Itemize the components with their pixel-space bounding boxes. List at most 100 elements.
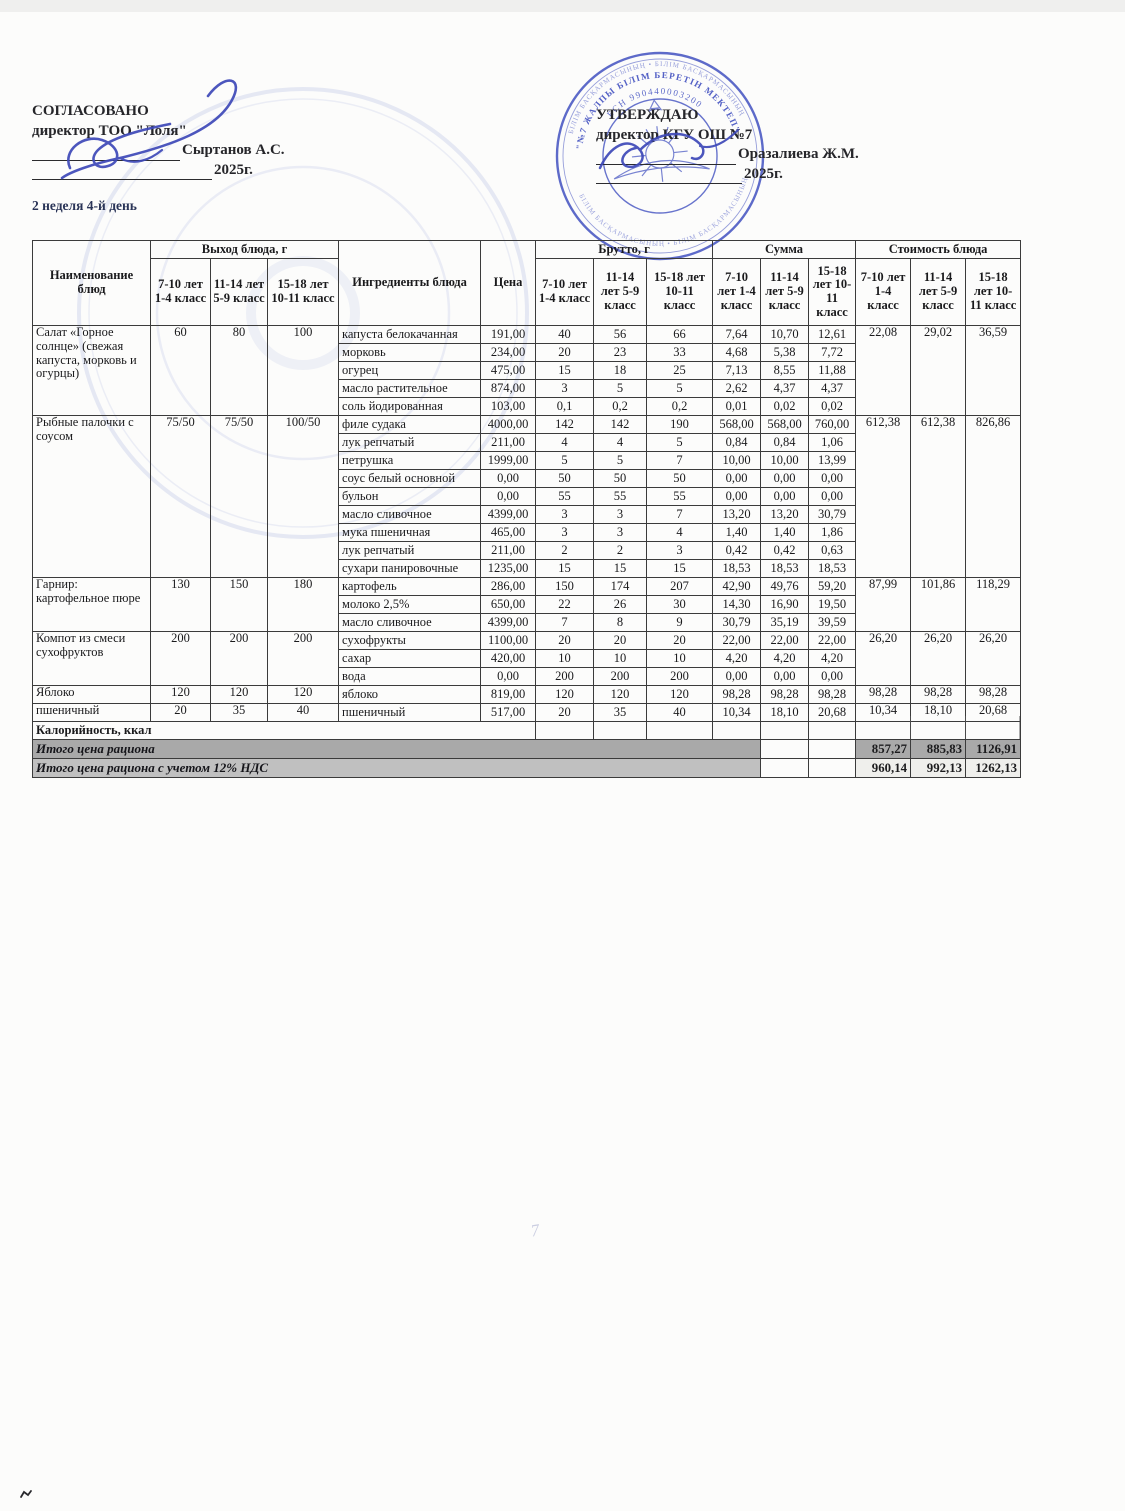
ingredient-value: 190 <box>646 415 714 434</box>
ingredient-row: масло сливочное 4399,00 7 8 9 30,79 35,19 39,59 <box>33 613 1021 632</box>
col-header-age-class: 7-10 лет 1-4 класс <box>535 258 595 326</box>
ingredient-value: 7 <box>646 451 714 470</box>
week-day-subtitle: 2 неделя 4-й день <box>32 198 137 213</box>
ingredient-value: 4399,00 <box>480 505 537 524</box>
ingredient-value: 0,00 <box>808 487 857 506</box>
ingredient-value: 174 <box>593 577 648 596</box>
approval-left-role: директор ТОО "Лоля" <box>32 122 187 139</box>
dish-cost-1: 612,38 <box>910 415 967 578</box>
ingredient-value: 55 <box>646 487 714 506</box>
dish-output-2: 180 <box>266 577 340 632</box>
total-empty-cell <box>760 739 809 759</box>
ingredient-value: 1999,00 <box>480 451 537 470</box>
dish-output-1: 150 <box>210 577 268 632</box>
ingredient-value: 13,20 <box>712 505 762 524</box>
ingredient-value: 0,02 <box>808 397 857 416</box>
ingredient-value: 35 <box>593 703 648 722</box>
ingredient-value: 42,90 <box>712 577 762 596</box>
ingredient-value: 33 <box>646 343 714 362</box>
ingredient-value: 5 <box>535 451 595 470</box>
ingredient-value: 7,72 <box>808 343 857 362</box>
ingredient-value: 0,00 <box>760 469 810 488</box>
ingredient-name: картофель <box>338 577 482 596</box>
ingredient-value: 0,42 <box>760 541 810 560</box>
ingredient-name: сухофрукты <box>338 631 482 650</box>
ingredient-value: 5 <box>593 379 648 398</box>
ingredient-value: 4399,00 <box>480 613 537 632</box>
ingredient-value: 5 <box>646 433 714 452</box>
ingredient-value: 819,00 <box>480 685 537 704</box>
col-header-age-class: 15-18 лет 10-11 класс <box>646 258 714 326</box>
ingredient-row: лук репчатый 211,00 2 2 3 0,42 0,42 0,63 <box>33 541 1021 560</box>
ingredient-value: 1,40 <box>712 523 762 542</box>
ingredient-value: 0,00 <box>712 487 762 506</box>
ingredient-value: 4 <box>535 433 595 452</box>
ingredient-value: 0,02 <box>760 397 810 416</box>
ingredient-value: 3 <box>535 379 595 398</box>
dish-output-1: 75/50 <box>210 415 268 578</box>
ingredient-value: 18,53 <box>808 559 857 578</box>
ingredient-value: 98,28 <box>760 685 810 704</box>
ingredient-name: мука пшеничная <box>338 523 482 542</box>
totals-table: Итого цена рациона 857,27 885,83 1126,91 Ито… <box>32 739 1021 778</box>
ingredient-value: 2,62 <box>712 379 762 398</box>
ingredient-value: 59,20 <box>808 577 857 596</box>
dish-cost-2: 826,86 <box>965 415 1022 578</box>
gap-line <box>1019 716 1020 739</box>
ingredient-value: 465,00 <box>480 523 537 542</box>
dish-cost-0: 612,38 <box>855 415 912 578</box>
ingredient-value: 0,00 <box>808 667 857 686</box>
ingredient-value: 8,55 <box>760 361 810 380</box>
ingredient-value: 11,88 <box>808 361 857 380</box>
ingredient-value: 50 <box>593 469 648 488</box>
ingredient-value: 13,20 <box>760 505 810 524</box>
ingredient-row: морковь 234,00 20 23 33 4,68 5,38 7,72 <box>33 343 1021 362</box>
ingredient-value: 211,00 <box>480 541 537 560</box>
dish-cost-1: 18,10 <box>910 703 967 722</box>
ingredient-value: 3 <box>535 505 595 524</box>
ingredient-value: 15 <box>646 559 714 578</box>
ingredient-value: 10 <box>646 649 714 668</box>
ingredient-value: 874,00 <box>480 379 537 398</box>
ingredient-name: морковь <box>338 343 482 362</box>
ingredient-value: 568,00 <box>760 415 810 434</box>
ingredient-value: 12,61 <box>808 325 857 344</box>
ingredient-value: 4,37 <box>808 379 857 398</box>
ingredient-value: 120 <box>593 685 648 704</box>
ingredient-value: 286,00 <box>480 577 537 596</box>
ingredient-value: 2 <box>535 541 595 560</box>
ingredient-row: Гарнир: картофельное пюре 130 150 180 картоф… <box>32 577 1022 632</box>
date-line <box>32 165 212 180</box>
ingredient-value: 55 <box>535 487 595 506</box>
ingredient-name: молоко 2,5% <box>338 595 482 614</box>
dish-output-1: 200 <box>210 631 268 686</box>
ingredient-value: 7,13 <box>712 361 762 380</box>
ingredient-value: 22,00 <box>712 631 762 650</box>
dish-cost-0: 98,28 <box>855 685 912 704</box>
ingredient-value: 18,53 <box>760 559 810 578</box>
ingredient-value: 50 <box>535 469 595 488</box>
ingredient-value: 0,00 <box>480 469 537 488</box>
ingredient-value: 56 <box>593 325 648 344</box>
ingredient-value: 4,20 <box>712 649 762 668</box>
ingredient-value: 3 <box>593 505 648 524</box>
header-group-row: Наименование блюд Выход блюда, г Ингреди… <box>32 240 1022 326</box>
ingredient-value: 2 <box>593 541 648 560</box>
ingredient-value: 4,20 <box>808 649 857 668</box>
col-header-dish-name: Наименование блюд <box>32 240 151 326</box>
ingredient-name: соль йодированная <box>338 397 482 416</box>
total-value-2: 1126,91 <box>965 739 1021 759</box>
ingredient-value: 4,37 <box>760 379 810 398</box>
ingredient-value: 0,00 <box>760 487 810 506</box>
table-gap <box>32 716 1020 739</box>
ingredient-value: 22,00 <box>808 631 857 650</box>
col-header-age-class: 7-10 лет 1-4 класс <box>855 258 912 326</box>
approval-block-right: УТВЕРЖДАЮ директор КГУ ОШ №7 Оразалиева … <box>596 106 859 184</box>
ingredient-value: 20 <box>535 343 595 362</box>
ingredient-value: 0,63 <box>808 541 857 560</box>
ingredient-value: 0,42 <box>712 541 762 560</box>
col-header-age-class: 15-18 лет 10-11 класс <box>266 258 340 326</box>
ingredient-value: 98,28 <box>808 685 857 704</box>
col-header-age-class: 7-10 лет 1-4 класс <box>712 258 762 326</box>
total-value-0: 960,14 <box>855 758 911 778</box>
